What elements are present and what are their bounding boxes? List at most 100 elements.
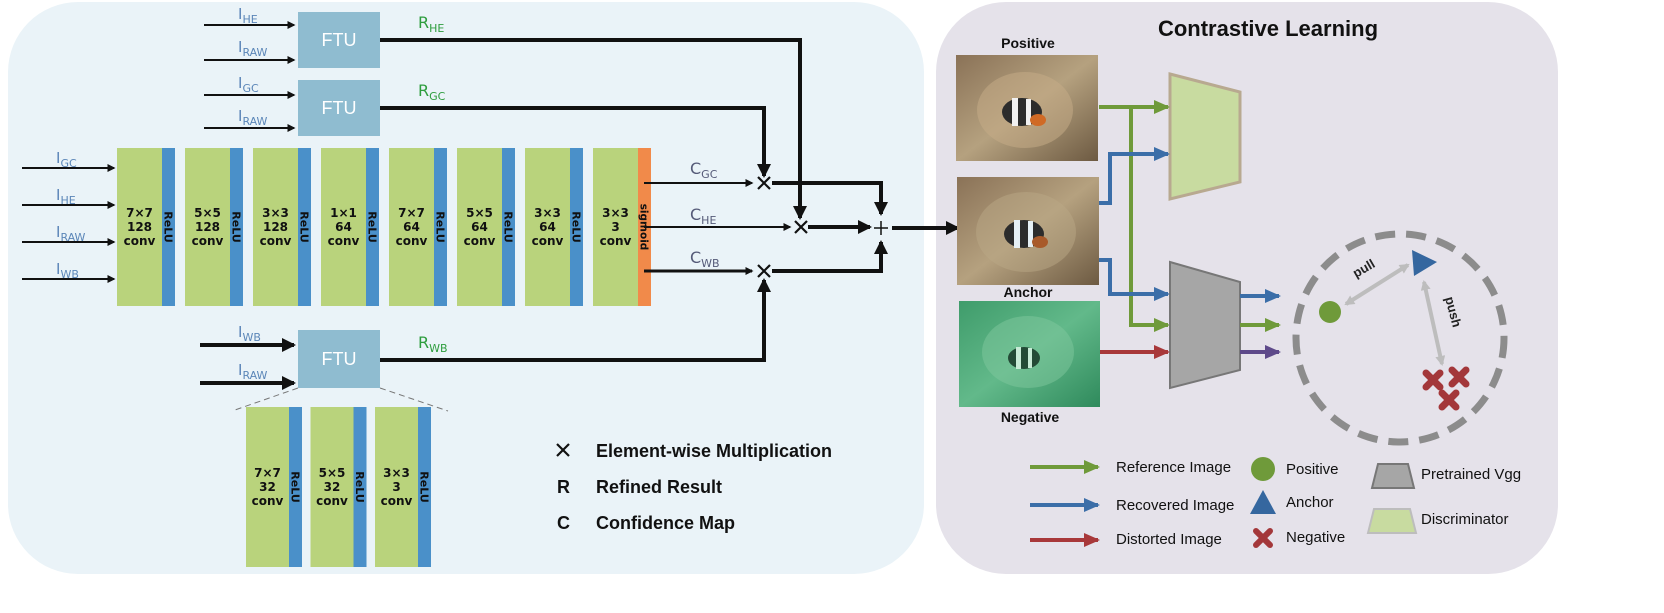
main-kernel-label: 7×7 (398, 206, 425, 220)
ftu-he-label: FTU (322, 30, 357, 50)
ftu-activation-bar (353, 407, 367, 567)
legend-refined-text: Refined Result (596, 477, 722, 497)
contrastive-arrows (1099, 100, 1281, 359)
legend-left: R C Element-wise Multiplication Refined … (556, 441, 832, 533)
main-block-body (457, 148, 502, 306)
refined-label-he: RHE (418, 13, 444, 35)
main-channels-label: 3 (611, 220, 619, 234)
anchor-point (1412, 250, 1437, 276)
main-block-body (117, 148, 162, 306)
ftu-gc-input-raw: IRAW (238, 107, 268, 128)
main-activation-bar (366, 148, 379, 306)
main-activation-bar (162, 148, 175, 306)
refined-result-lines (380, 38, 807, 362)
ftu-gc-group: IGC IRAW FTU (204, 74, 380, 136)
legend-recovered-text: Recovered Image (1116, 497, 1234, 514)
legend-positive-text: Positive (1286, 461, 1339, 478)
legend-discriminator-icon (1366, 508, 1418, 534)
negative-image (959, 301, 1100, 407)
main-op-label: conv (328, 234, 360, 248)
legend-positive-dot (1251, 457, 1275, 481)
ftu-kernel-label: 5×5 (319, 466, 346, 480)
main-block-body (525, 148, 570, 306)
legend-negative-text: Negative (1286, 529, 1345, 546)
input-label-raw: IRAW (56, 223, 86, 244)
ftu-wb-box (298, 330, 380, 388)
ftu-he-box (298, 12, 380, 68)
main-op-label: conv (124, 234, 156, 248)
push-arrow (1420, 280, 1446, 366)
ftu-activation-label: ReLU (289, 471, 302, 502)
ftu-gc-input-gc: IGC (238, 74, 259, 95)
pull-arrow (1344, 263, 1410, 306)
main-op-label: conv (600, 234, 632, 248)
main-op-label: conv (464, 234, 496, 248)
multiply-node-wb (757, 264, 771, 278)
legend-multiply-text: Element-wise Multiplication (596, 441, 832, 461)
main-activation-bar (434, 148, 447, 306)
main-kernel-label: 3×3 (602, 206, 629, 220)
multiply-node-gc (757, 176, 771, 190)
main-kernel-label: 7×7 (126, 206, 153, 220)
multiply-node-he (794, 220, 808, 234)
input-label-wb: IWB (56, 260, 79, 281)
negative-points (1422, 366, 1470, 411)
legend-negative-x (1253, 528, 1273, 548)
main-activation-label: sigmoid (638, 204, 650, 251)
pretrained-vgg-shape (1169, 260, 1241, 390)
main-activation-label: ReLU (230, 211, 243, 242)
positive-image (956, 55, 1098, 161)
main-activation-label: ReLU (502, 211, 515, 242)
main-input-arrows (22, 164, 116, 283)
legend-c-symbol: C (557, 513, 570, 533)
confidence-label-gc: CGC (690, 159, 718, 181)
ftu-op-label: conv (381, 494, 413, 508)
main-op-label: conv (532, 234, 564, 248)
main-block-body (253, 148, 298, 306)
contrastive-title: Contrastive Learning (1158, 16, 1378, 41)
main-channels-label: 128 (195, 220, 220, 234)
main-block-body (321, 148, 366, 306)
ftu-op-label: conv (252, 494, 284, 508)
confidence-lines (644, 179, 792, 275)
embedding-space-circle (1292, 230, 1508, 446)
main-channels-label: 64 (471, 220, 488, 234)
main-kernel-label: 3×3 (534, 206, 561, 220)
legend-reference-text: Reference Image (1116, 459, 1231, 476)
input-label-gc: IGC (56, 149, 77, 170)
main-activation-label: ReLU (570, 211, 583, 242)
ftu-he-input-raw: IRAW (238, 38, 268, 59)
anchor-caption: Anchor (1004, 284, 1054, 300)
sum-node (874, 221, 888, 235)
ftu-kernel-label: 3×3 (383, 466, 410, 480)
legend-r-symbol: R (557, 477, 570, 497)
main-kernel-label: 3×3 (262, 206, 289, 220)
main-activation-bar (502, 148, 515, 306)
positive-point (1319, 301, 1341, 323)
positive-caption: Positive (1001, 35, 1055, 51)
refined-label-wb: RWB (418, 333, 448, 355)
main-channels-label: 64 (335, 220, 352, 234)
ftu-gc-box (298, 80, 380, 136)
main-activation-label: ReLU (298, 211, 311, 242)
ftu-wb-label: FTU (322, 349, 357, 369)
fusion-lines (772, 181, 960, 273)
main-channels-label: 64 (539, 220, 556, 234)
main-channels-label: 128 (263, 220, 288, 234)
confidence-label-wb: CWB (690, 248, 720, 270)
main-activation-bar (298, 148, 311, 306)
ftu-channels-label: 32 (259, 480, 276, 494)
legend-vgg-icon (1370, 463, 1416, 489)
ftu-he-group: IHE IRAW FTU (204, 5, 380, 68)
main-activation-bar (230, 148, 243, 306)
